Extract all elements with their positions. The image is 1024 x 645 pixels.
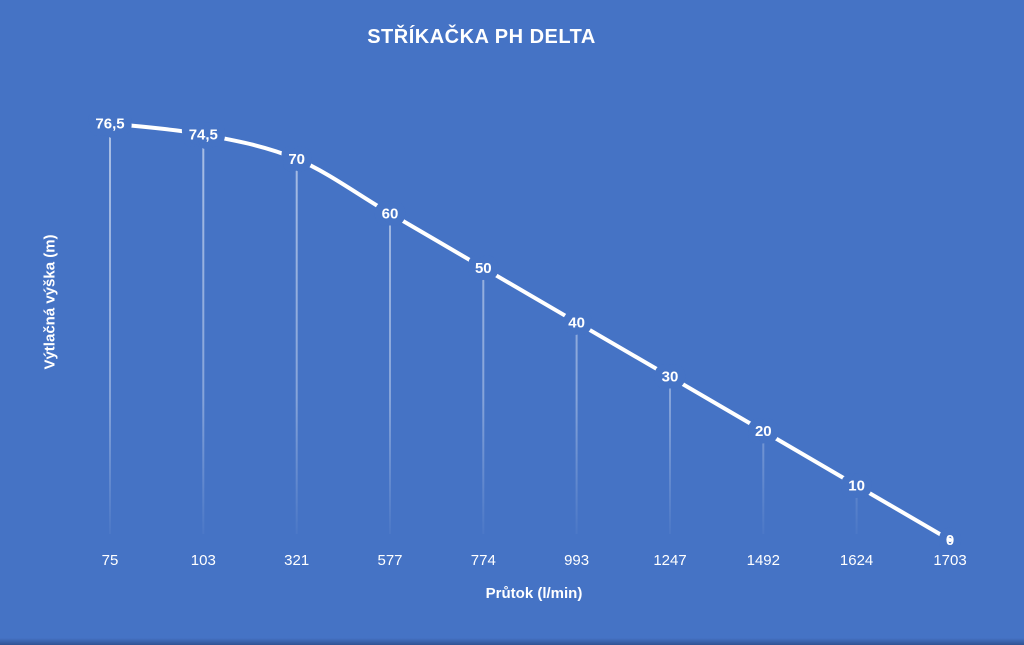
x-axis-title: Průtok (l/min) <box>485 585 583 602</box>
data-label: 30 <box>662 369 679 386</box>
chart-title: STŘÍKAČKA PH DELTA <box>367 26 596 48</box>
data-label: 76,5 <box>95 116 124 133</box>
data-label: 40 <box>568 314 585 331</box>
series-line <box>108 121 952 542</box>
data-label: 50 <box>475 260 492 277</box>
data-label: 74,5 <box>189 127 218 144</box>
data-label: 60 <box>382 205 399 222</box>
data-label: 70 <box>288 151 305 168</box>
data-label: 10 <box>848 478 865 495</box>
bottom-edge-shadow <box>0 638 1024 645</box>
data-label: 20 <box>755 423 772 440</box>
data-label: 0 <box>946 532 954 549</box>
